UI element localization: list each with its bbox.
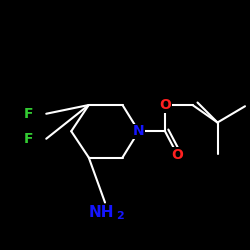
Text: 2: 2 — [116, 211, 124, 221]
Text: N: N — [133, 124, 144, 138]
Text: NH: NH — [88, 205, 114, 220]
Text: F: F — [24, 107, 34, 121]
Text: O: O — [172, 148, 183, 162]
Text: F: F — [24, 132, 34, 146]
Text: O: O — [159, 98, 171, 112]
